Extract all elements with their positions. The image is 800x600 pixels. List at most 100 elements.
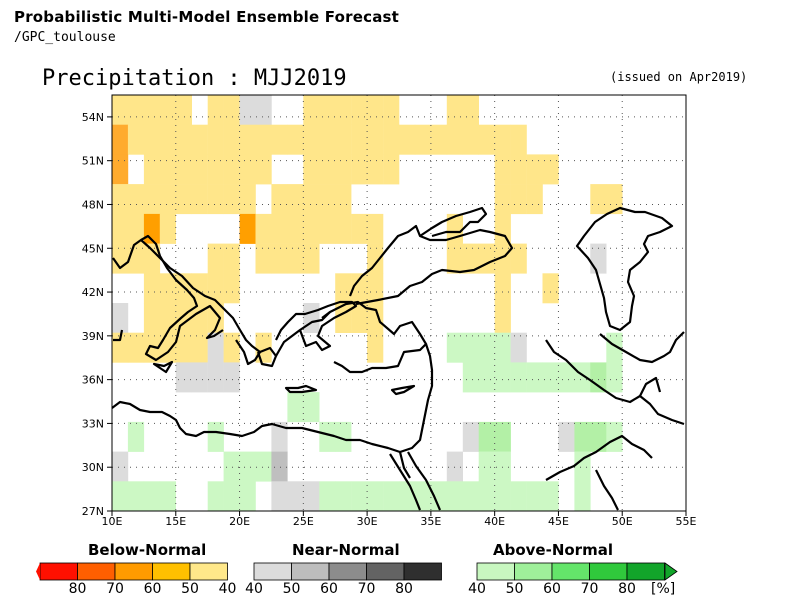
probability-cell — [287, 184, 304, 215]
probability-cell — [462, 421, 479, 452]
probability-cell — [462, 124, 479, 155]
probability-cell — [223, 184, 240, 215]
probability-cell — [383, 481, 400, 512]
probability-cell — [319, 95, 336, 125]
probability-cell — [478, 481, 495, 512]
probability-cell — [127, 213, 145, 244]
legend-tick-label: 50 — [506, 581, 524, 597]
probability-cell — [191, 332, 208, 363]
probability-cell — [223, 451, 240, 482]
probability-cell — [494, 421, 511, 452]
lat-tick-label: 33N — [82, 417, 104, 430]
lat-tick-label: 27N — [82, 505, 104, 518]
probability-cell — [303, 124, 320, 155]
probability-cell — [335, 481, 352, 512]
probability-cell — [175, 124, 192, 155]
probability-cell — [127, 124, 145, 155]
probability-cell — [414, 124, 432, 155]
probability-cell — [159, 124, 176, 155]
probability-cell — [335, 95, 352, 125]
lon-tick-label: 35E — [420, 515, 441, 528]
probability-cell — [239, 95, 256, 125]
probability-cell — [494, 362, 511, 393]
probability-cell — [478, 332, 495, 363]
probability-cell — [207, 332, 224, 363]
probability-cell — [367, 303, 384, 333]
probability-cell — [590, 362, 607, 393]
probability-cell — [207, 154, 224, 185]
probability-cell — [191, 154, 208, 185]
probability-cell — [367, 95, 384, 125]
probability-cell — [223, 124, 240, 155]
probability-cell — [351, 154, 368, 185]
probability-cell — [574, 481, 591, 512]
probability-cell — [510, 124, 527, 155]
legend-tick-label: 40 — [219, 581, 237, 597]
probability-cell — [558, 421, 575, 452]
probability-cell — [207, 184, 224, 215]
probability-cell — [526, 184, 543, 215]
probability-cell — [112, 95, 129, 125]
latitude-labels: 54N 51N 48N 45N 42N 39N 36N 33N 30N 27N — [82, 111, 112, 518]
probability-cell — [112, 124, 129, 155]
probability-cell — [430, 481, 448, 512]
probability-cell — [494, 451, 511, 482]
lat-tick-label: 42N — [82, 286, 104, 299]
probability-cell — [351, 95, 368, 125]
probability-cell — [367, 273, 384, 304]
probability-cell — [143, 154, 161, 185]
probability-cell — [414, 481, 432, 512]
probability-cell — [175, 362, 192, 393]
probability-cell — [239, 481, 256, 512]
probability-cell — [191, 184, 208, 215]
probability-cell — [494, 332, 511, 363]
probability-cell — [351, 303, 368, 333]
legend-tick-label: 60 — [320, 581, 338, 597]
probability-cell — [367, 332, 384, 363]
probability-cell — [255, 124, 272, 155]
lon-tick-label: 50E — [612, 515, 633, 528]
probability-cell — [159, 303, 176, 333]
probability-cell — [303, 303, 320, 333]
legend-swatch — [366, 562, 405, 581]
probability-cell — [510, 243, 527, 274]
probability-cells — [112, 95, 623, 512]
legend-tick-label: 50 — [283, 581, 301, 597]
probability-cell — [175, 95, 192, 125]
probability-cell — [335, 213, 352, 244]
probability-cell — [351, 273, 368, 304]
map-title: Precipitation : MJJ2019 — [42, 66, 347, 91]
probability-cell — [143, 303, 161, 333]
probability-cell — [207, 481, 224, 512]
probability-cell — [494, 184, 511, 215]
probability-cell — [319, 154, 336, 185]
probability-cell — [159, 332, 176, 363]
probability-cell — [446, 451, 463, 482]
lon-tick-label: 30E — [357, 515, 378, 528]
probability-cell — [223, 154, 240, 185]
probability-cell — [127, 481, 145, 512]
probability-cell — [223, 243, 240, 274]
probability-cell — [207, 95, 224, 125]
probability-cell — [143, 95, 161, 125]
probability-cell — [526, 362, 543, 393]
probability-cell — [351, 213, 368, 244]
probability-cell — [494, 124, 511, 155]
lat-tick-label: 36N — [82, 374, 104, 387]
probability-cell — [303, 184, 320, 215]
probability-cell — [287, 243, 304, 274]
legend-tick-label: 70 — [106, 581, 124, 597]
probability-cell — [303, 213, 320, 244]
legend-tick-label: 40 — [468, 581, 486, 597]
probability-cell — [112, 184, 129, 215]
legend-tick-label: 80 — [69, 581, 87, 597]
legend-arrow-right — [664, 562, 678, 581]
probability-cell — [127, 332, 145, 363]
probability-cell — [271, 124, 288, 155]
probability-cell — [207, 362, 224, 393]
probability-cell — [478, 362, 495, 393]
probability-cell — [335, 421, 352, 452]
probability-cell — [159, 95, 176, 125]
probability-cell — [239, 451, 256, 482]
